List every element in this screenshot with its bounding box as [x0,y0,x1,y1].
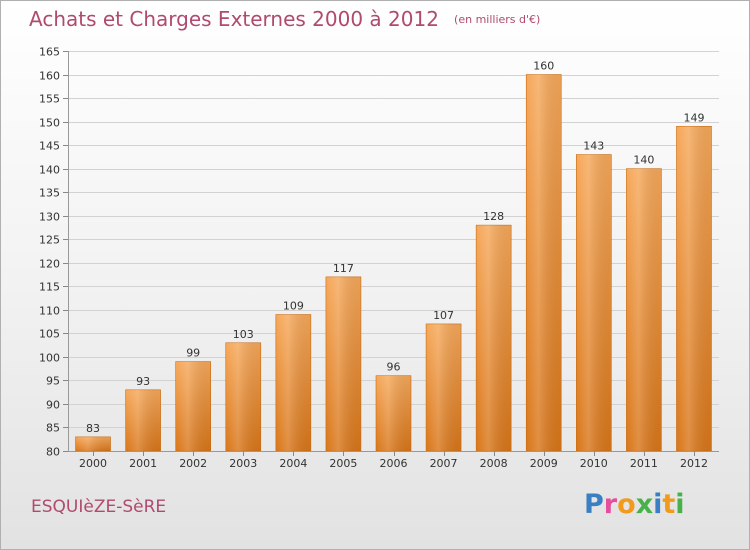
logo-letter: i [653,489,663,520]
chart-unit: (en milliers d'€) [454,13,541,26]
bar-shine [676,126,712,451]
logo-letter: t [662,489,676,520]
chart-title: Achats et Charges Externes 2000 à 2012 [29,7,439,31]
logo-letter: P [584,489,604,520]
y-tick-label: 85 [46,422,60,435]
logo-letter: x [635,489,654,520]
y-tick-label: 160 [39,70,60,83]
bar-shine [75,436,111,451]
bar-shine [626,168,662,451]
data-label: 93 [136,375,150,388]
data-label: 103 [233,328,254,341]
y-tick-label: 100 [39,352,60,365]
bar-shine [325,276,361,451]
bar-shine [376,375,411,451]
data-label: 99 [186,347,200,360]
y-tick-label: 110 [39,305,60,318]
bar-shine [175,361,211,451]
y-tick-label: 105 [39,328,60,341]
y-tick-label: 165 [39,46,60,59]
x-tick-label: 2003 [229,457,257,470]
bar-shine [125,389,161,451]
data-label: 83 [86,422,100,435]
chart-header: Achats et Charges Externes 2000 à 2012 (… [29,7,540,31]
bar-shine [275,314,311,451]
y-tick-label: 115 [39,281,60,294]
x-tick-label: 2012 [680,457,708,470]
x-tick-label: 2009 [530,457,558,470]
y-tick-label: 145 [39,140,60,153]
y-tick-label: 120 [39,258,60,271]
logo-letter: i [675,489,685,520]
x-tick-label: 2011 [630,457,658,470]
proxiti-logo: Proxiti [584,489,685,520]
data-label: 96 [387,361,401,374]
y-tick-label: 125 [39,234,60,247]
bar-shine [526,74,562,451]
x-tick-label: 2002 [179,457,207,470]
y-tick-label: 130 [39,211,60,224]
y-tick-label: 90 [46,399,60,412]
data-label: 143 [583,140,604,153]
data-label: 149 [683,111,704,124]
x-tick-label: 2006 [380,457,408,470]
bar-shine [476,225,512,451]
logo-letter: r [603,489,618,520]
x-tick-label: 2007 [430,457,458,470]
bar-shine [426,323,462,451]
bar-shine [576,154,612,451]
logo-letter: o [617,489,636,520]
y-tick-label: 135 [39,187,60,200]
axes: 80 85 90 95 100 105 110 115 120 125 130 135 140 145 15… [39,46,719,470]
x-tick-label: 2005 [329,457,357,470]
data-label: 107 [433,309,454,322]
x-tick-label: 2001 [129,457,157,470]
bar-shine [225,342,261,451]
data-label: 160 [533,60,554,73]
commune-name: ESQUIèZE-SèRE [31,497,167,517]
data-label: 109 [283,300,304,313]
bars: 83 93 99 103 109 117 96 107 128 160 143 140 149 [75,60,712,452]
y-tick-label: 80 [46,446,60,459]
x-tick-label: 2004 [279,457,307,470]
data-label: 140 [633,154,654,167]
x-tick-label: 2008 [480,457,508,470]
data-label: 128 [483,210,504,223]
x-tick-label: 2010 [580,457,608,470]
y-tick-label: 155 [39,93,60,106]
data-label: 117 [333,262,354,275]
y-tick-label: 95 [46,375,60,388]
y-tick-label: 150 [39,117,60,130]
x-tick-label: 2000 [79,457,107,470]
y-tick-label: 140 [39,164,60,177]
